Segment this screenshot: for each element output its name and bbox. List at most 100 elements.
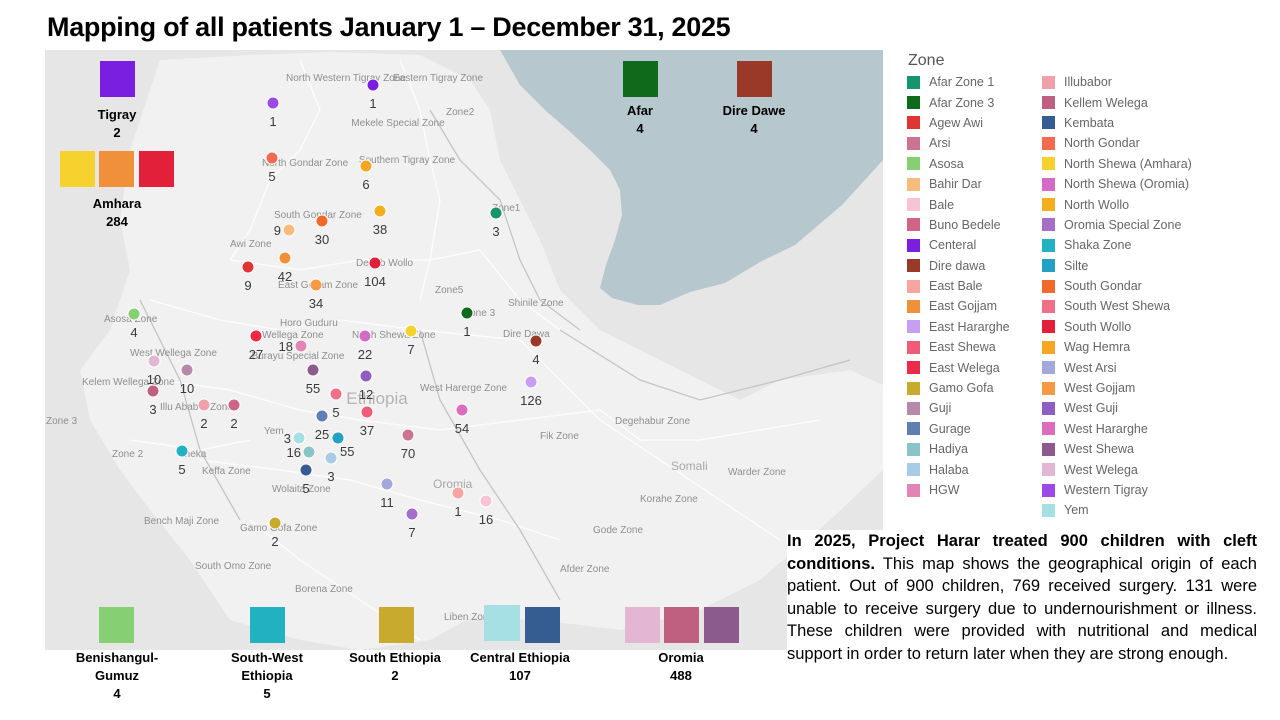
zone-dot[interactable] <box>366 78 380 92</box>
legend-item[interactable]: East Shewa <box>907 337 1041 357</box>
legend-item[interactable]: South Gondar <box>1042 276 1176 296</box>
zone-dot[interactable] <box>147 354 161 368</box>
legend-item[interactable]: Kellem Welega <box>1042 92 1176 112</box>
legend-item[interactable]: Arsi <box>907 133 1041 153</box>
legend-item[interactable]: Shaka Zone <box>1042 235 1176 255</box>
zone-dot[interactable] <box>405 507 419 521</box>
zone-count: 1 <box>454 504 461 519</box>
zone-dot[interactable] <box>127 307 141 321</box>
zone-dot[interactable] <box>282 223 296 237</box>
zone-dot[interactable] <box>265 151 279 165</box>
zone-dot[interactable] <box>331 431 345 445</box>
zone-dot[interactable] <box>373 204 387 218</box>
legend-item[interactable]: Afar Zone 1 <box>907 72 1041 92</box>
zone-dot[interactable] <box>292 431 306 445</box>
legend-item[interactable]: West Shewa <box>1042 439 1176 459</box>
legend-item[interactable]: East Bale <box>907 276 1041 296</box>
zone-dot[interactable] <box>315 409 329 423</box>
legend-item[interactable]: North Shewa (Amhara) <box>1042 154 1192 174</box>
legend-item[interactable]: Bale <box>907 194 1041 214</box>
zone-dot[interactable] <box>460 306 474 320</box>
legend-item[interactable]: Agew Awi <box>907 113 1041 133</box>
zone-dot[interactable] <box>368 256 382 270</box>
zone-dot[interactable] <box>329 387 343 401</box>
zone-dot[interactable] <box>359 369 373 383</box>
legend-label: East Shewa <box>929 340 996 355</box>
zone-dot[interactable] <box>268 516 282 530</box>
legend-item[interactable]: North Wollo <box>1042 194 1176 214</box>
legend-item[interactable]: Centeral <box>907 235 1041 255</box>
zone-dot[interactable] <box>266 96 280 110</box>
zone-dot[interactable] <box>358 329 372 343</box>
zone-dot[interactable] <box>455 403 469 417</box>
legend-item[interactable]: Gurage <box>907 419 1041 439</box>
legend-item[interactable]: West Gojjam <box>1042 378 1176 398</box>
legend-item[interactable]: Gamo Gofa <box>907 378 1041 398</box>
region-swatch <box>99 151 134 187</box>
legend-item[interactable]: Oromia Special Zone <box>1042 215 1181 235</box>
legend-item[interactable]: West Guji <box>1042 398 1176 418</box>
zone-dot[interactable] <box>524 375 538 389</box>
zone-dot[interactable] <box>479 494 493 508</box>
zone-dot[interactable] <box>380 477 394 491</box>
legend-item[interactable]: Wag Hemra <box>1042 337 1176 357</box>
region-name: Tigray <box>98 107 138 122</box>
zone-dot[interactable] <box>249 329 263 343</box>
legend-item[interactable]: Buno Bedele <box>907 215 1041 235</box>
legend-item[interactable]: Dire dawa <box>907 256 1041 276</box>
legend-item[interactable]: East Welega <box>907 357 1041 377</box>
zone-dot[interactable] <box>146 384 160 398</box>
zone-dot[interactable] <box>404 324 418 338</box>
zone-dot[interactable] <box>175 444 189 458</box>
legend-item[interactable]: Bahir Dar <box>907 174 1041 194</box>
legend-item[interactable]: Hadiya <box>907 439 1041 459</box>
legend-swatch <box>1042 320 1055 334</box>
legend-item[interactable]: West Welega <box>1042 459 1176 479</box>
zone-dot[interactable] <box>306 363 320 377</box>
legend-item[interactable]: South West Shewa <box>1042 296 1176 316</box>
zone-dot[interactable] <box>324 451 338 465</box>
zone-dot[interactable] <box>309 278 323 292</box>
legend-label: East Hararghe <box>929 319 1010 334</box>
zone-count: 5 <box>302 481 309 496</box>
zone-dot[interactable] <box>227 398 241 412</box>
region-swatch <box>525 607 560 643</box>
zone-dot[interactable] <box>241 260 255 274</box>
legend-item[interactable]: Afar Zone 3 <box>907 92 1041 112</box>
legend-item[interactable]: Halaba <box>907 459 1041 479</box>
legend-item[interactable]: Kembata <box>1042 113 1176 133</box>
zone-dot[interactable] <box>359 159 373 173</box>
zone-dot[interactable] <box>529 334 543 348</box>
legend-item[interactable]: North Shewa (Oromia) <box>1042 174 1189 194</box>
legend-item[interactable]: East Gojjam <box>907 296 1041 316</box>
legend-label: South Gondar <box>1064 279 1142 294</box>
zone-dot[interactable] <box>299 463 313 477</box>
zone-dot[interactable] <box>360 405 374 419</box>
zone-dot[interactable] <box>294 339 308 353</box>
legend-item[interactable]: North Gondar <box>1042 133 1176 153</box>
legend-item[interactable]: Silte <box>1042 256 1176 276</box>
legend-item[interactable]: West Hararghe <box>1042 419 1176 439</box>
legend-item[interactable]: South Wollo <box>1042 317 1176 337</box>
region-total: 4 <box>636 121 644 136</box>
zone-dot[interactable] <box>315 214 329 228</box>
zone-dot[interactable] <box>401 428 415 442</box>
legend-item[interactable]: Illubabor <box>1042 72 1176 92</box>
legend-swatch <box>1042 442 1055 456</box>
legend-item[interactable]: West Arsi <box>1042 357 1176 377</box>
zone-dot[interactable] <box>180 363 194 377</box>
legend-label: Dire dawa <box>929 258 986 273</box>
zone-dot[interactable] <box>451 486 465 500</box>
zone-dot[interactable] <box>489 206 503 220</box>
legend-item[interactable]: HGW <box>907 480 1041 500</box>
legend-item[interactable]: East Hararghe <box>907 317 1041 337</box>
legend-item[interactable]: Guji <box>907 398 1041 418</box>
legend-item[interactable]: Yem <box>1042 500 1176 520</box>
legend-item[interactable]: Asosa <box>907 154 1041 174</box>
zone-dot[interactable] <box>278 251 292 265</box>
legend-item[interactable]: Western Tigray <box>1042 480 1176 500</box>
zone-dot[interactable] <box>197 398 211 412</box>
legend-swatch <box>907 483 920 497</box>
zone-dot[interactable] <box>302 445 316 459</box>
